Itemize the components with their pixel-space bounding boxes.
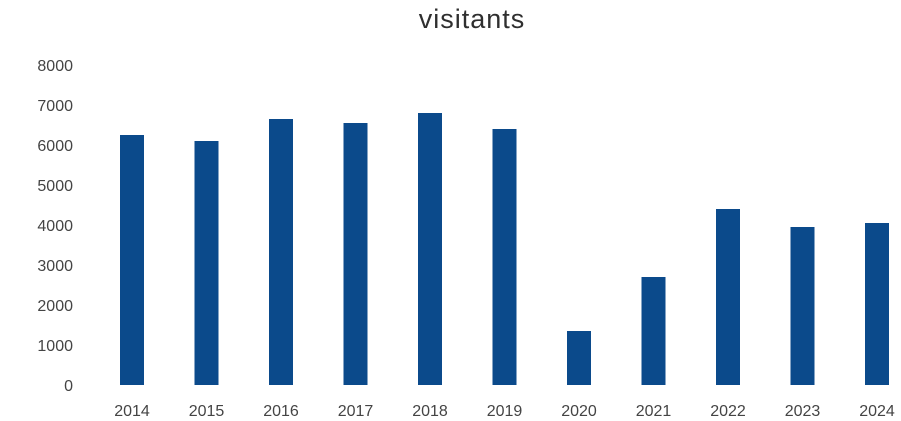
y-tick-label: 2000 <box>37 298 73 315</box>
x-axis-ticks: 2014 2015 2016 2017 2018 2019 2020 2021 2022 2023… <box>114 403 895 420</box>
x-tick-label: 2021 <box>636 403 672 420</box>
bar-2023 <box>790 227 815 385</box>
y-tick-label: 1000 <box>37 338 73 355</box>
bar-2019 <box>492 129 517 385</box>
y-tick-label: 5000 <box>37 178 73 195</box>
y-tick-label: 3000 <box>37 258 73 275</box>
bar-2024 <box>865 223 889 385</box>
x-tick-label: 2016 <box>263 403 299 420</box>
bar-2022 <box>716 209 740 385</box>
x-tick-label: 2024 <box>859 403 895 420</box>
x-tick-label: 2017 <box>338 403 374 420</box>
x-tick-label: 2020 <box>561 403 597 420</box>
bar-2016 <box>269 119 293 385</box>
bar-2020 <box>567 331 591 385</box>
x-tick-label: 2019 <box>487 403 523 420</box>
y-tick-label: 8000 <box>37 58 73 75</box>
bars-group <box>120 113 889 385</box>
x-tick-label: 2022 <box>710 403 746 420</box>
y-tick-label: 7000 <box>37 98 73 115</box>
bar-2018 <box>418 113 442 385</box>
bar-2015 <box>194 141 219 385</box>
y-tick-label: 0 <box>64 378 73 395</box>
x-tick-label: 2014 <box>114 403 150 420</box>
y-tick-label: 6000 <box>37 138 73 155</box>
chart-title: visitants <box>418 4 526 34</box>
x-tick-label: 2023 <box>785 403 821 420</box>
x-tick-label: 2015 <box>189 403 225 420</box>
y-tick-label: 4000 <box>37 218 73 235</box>
x-tick-label: 2018 <box>412 403 448 420</box>
bar-2014 <box>120 135 144 385</box>
y-axis-ticks: 0 1000 2000 3000 4000 5000 6000 7000 8000 <box>37 58 73 395</box>
bar-2021 <box>641 277 666 385</box>
bar-2017 <box>343 123 368 385</box>
